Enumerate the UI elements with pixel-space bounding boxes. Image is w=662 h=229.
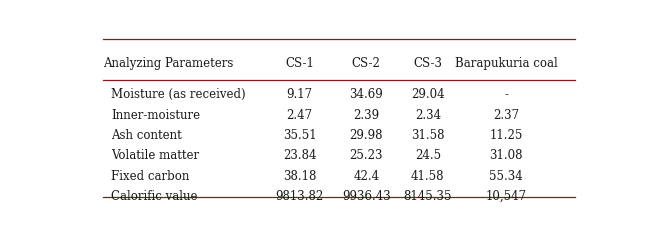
Text: 31.58: 31.58 — [411, 128, 444, 142]
Text: 9.17: 9.17 — [287, 88, 312, 101]
Text: Moisture (as received): Moisture (as received) — [111, 88, 246, 101]
Text: 9936.43: 9936.43 — [342, 189, 391, 202]
Text: 8145.35: 8145.35 — [404, 189, 452, 202]
Text: 41.58: 41.58 — [411, 169, 444, 182]
Text: 42.4: 42.4 — [353, 169, 379, 182]
Text: 2.39: 2.39 — [353, 108, 379, 121]
Text: Barapukuria coal: Barapukuria coal — [455, 56, 557, 69]
Text: -: - — [504, 88, 508, 101]
Text: Fixed carbon: Fixed carbon — [111, 169, 189, 182]
Text: CS-3: CS-3 — [413, 56, 442, 69]
Text: 35.51: 35.51 — [283, 128, 316, 142]
Text: 38.18: 38.18 — [283, 169, 316, 182]
Text: 29.98: 29.98 — [350, 128, 383, 142]
Text: CS-1: CS-1 — [285, 56, 314, 69]
Text: 29.04: 29.04 — [411, 88, 445, 101]
Text: 2.37: 2.37 — [493, 108, 519, 121]
Text: 55.34: 55.34 — [489, 169, 523, 182]
Text: Inner-moisture: Inner-moisture — [111, 108, 200, 121]
Text: 2.47: 2.47 — [287, 108, 312, 121]
Text: 25.23: 25.23 — [350, 149, 383, 162]
Text: Analyzing Parameters: Analyzing Parameters — [103, 56, 234, 69]
Text: Volatile matter: Volatile matter — [111, 149, 199, 162]
Text: 9813.82: 9813.82 — [275, 189, 324, 202]
Text: Ash content: Ash content — [111, 128, 181, 142]
Text: 24.5: 24.5 — [414, 149, 441, 162]
Text: 11.25: 11.25 — [489, 128, 523, 142]
Text: 23.84: 23.84 — [283, 149, 316, 162]
Text: 2.34: 2.34 — [414, 108, 441, 121]
Text: CS-2: CS-2 — [352, 56, 381, 69]
Text: 34.69: 34.69 — [350, 88, 383, 101]
Text: Calorific value: Calorific value — [111, 189, 197, 202]
Text: 31.08: 31.08 — [489, 149, 523, 162]
Text: 10,547: 10,547 — [485, 189, 526, 202]
